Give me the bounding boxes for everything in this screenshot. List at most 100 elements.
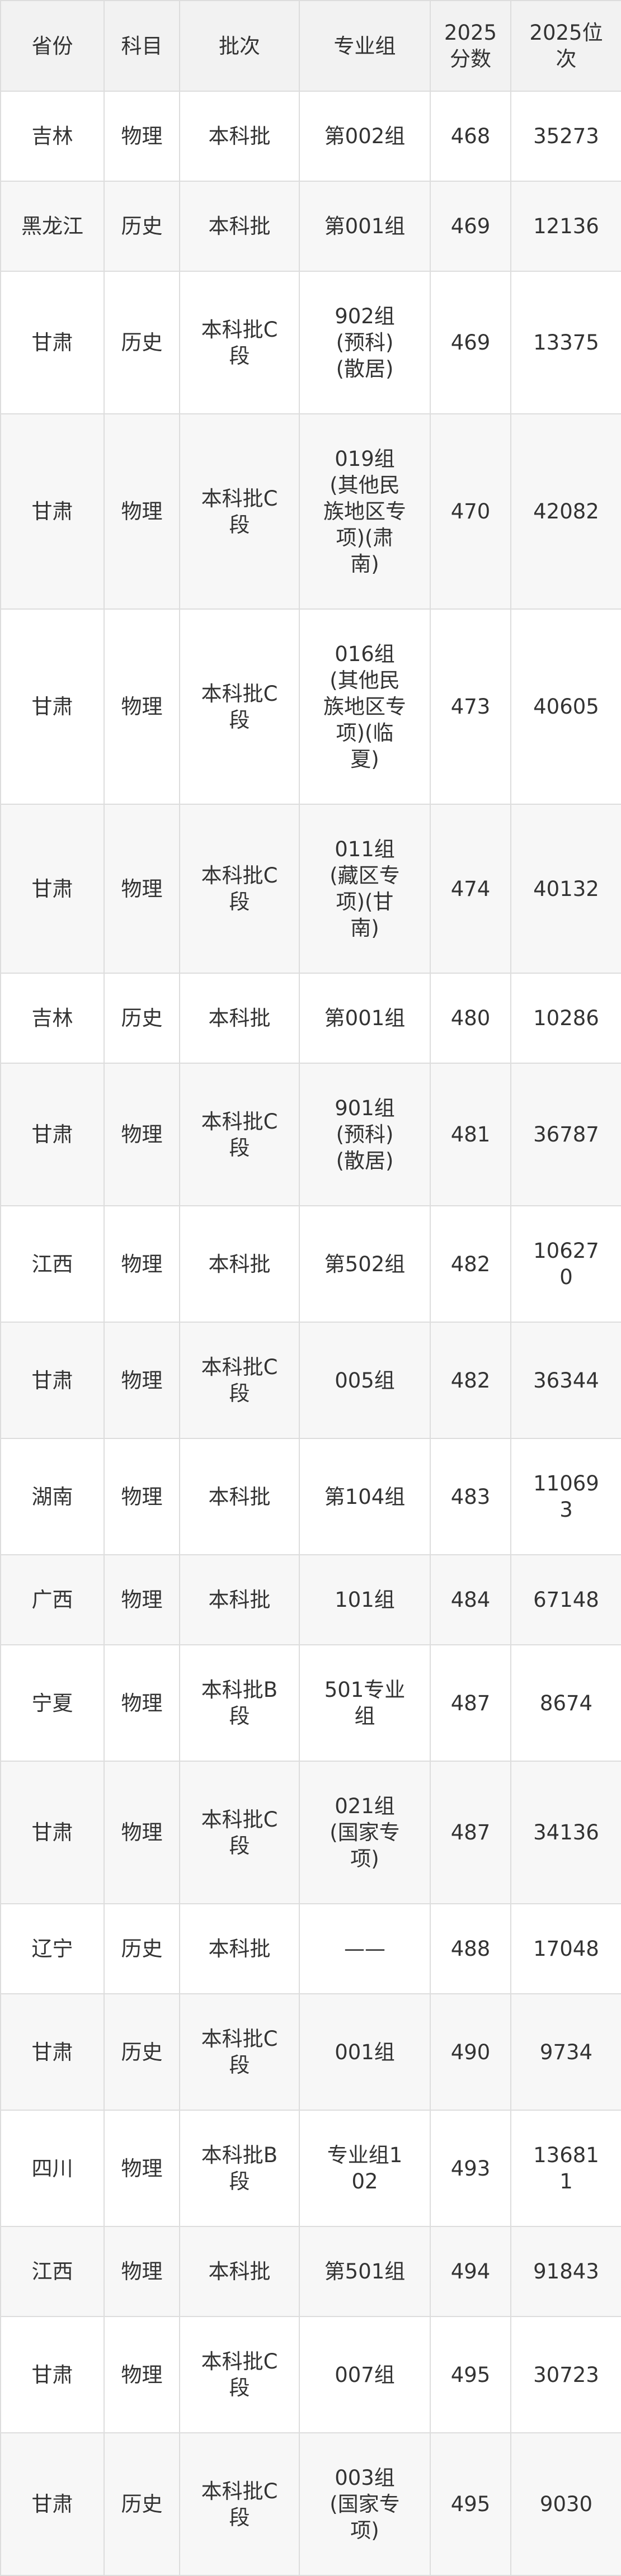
table-cell: 四川: [0, 2110, 105, 2227]
table-cell: 本科批C段: [179, 1761, 300, 1904]
table-cell: 12136: [510, 181, 621, 272]
table-cell: 甘肃: [0, 2316, 105, 2433]
table-row: 吉林 历史 本科批 第001组 480 10286: [0, 973, 621, 1064]
table-cell: 吉林: [0, 91, 105, 182]
table-cell: 902组(预科)(散居): [299, 271, 431, 414]
table-row: 四川 物理 本科批B段 专业组102 493 136811: [0, 2110, 621, 2227]
table-cell: 本科批C段: [179, 1993, 300, 2111]
table-row: 甘肃 历史 本科批C段 902组(预科)(散居) 469 13375: [0, 271, 621, 414]
table-cell: 901组(预科)(散居): [299, 1063, 431, 1206]
table-cell: 吉林: [0, 973, 105, 1064]
table-cell: 历史: [103, 271, 180, 414]
table-cell: 487: [430, 1644, 511, 1762]
table-cell: 甘肃: [0, 2432, 105, 2576]
table-cell: 宁夏: [0, 1644, 105, 1762]
table-cell: 469: [430, 271, 511, 414]
table-cell: 本科批C段: [179, 413, 300, 610]
table-body: 吉林 物理 本科批 第002组 468 35273 黑龙江 历史 本科批 第001组 469 1213…: [0, 91, 621, 2576]
table-cell: 第001组: [299, 973, 431, 1064]
table-cell: 17048: [510, 1903, 621, 1994]
table-cell: 30723: [510, 2316, 621, 2433]
table-cell: 黑龙江: [0, 181, 105, 272]
table-cell: 本科批C段: [179, 2432, 300, 2576]
table-cell: 甘肃: [0, 804, 105, 974]
table-cell: 40132: [510, 804, 621, 974]
table-cell: 91843: [510, 2226, 621, 2317]
table-cell: 本科批C段: [179, 1063, 300, 1206]
table-cell: 36787: [510, 1063, 621, 1206]
table-cell: 湖南: [0, 1438, 105, 1555]
table-cell: 本科批C段: [179, 1322, 300, 1439]
table-cell: 490: [430, 1993, 511, 2111]
table-cell: 甘肃: [0, 1322, 105, 1439]
table-cell: 历史: [103, 1903, 180, 1994]
table-cell: 物理: [103, 91, 180, 182]
table-cell: 001组: [299, 1993, 431, 2111]
table-cell: 本科批: [179, 181, 300, 272]
table-cell: 494: [430, 2226, 511, 2317]
table-row: 甘肃 历史 本科批C段 003组(国家专项) 495 9030: [0, 2432, 621, 2576]
table-row: 甘肃 物理 本科批C段 007组 495 30723: [0, 2316, 621, 2433]
table-cell: 482: [430, 1205, 511, 1323]
table-cell: 003组(国家专项): [299, 2432, 431, 2576]
table-cell: 42082: [510, 413, 621, 610]
table-cell: 483: [430, 1438, 511, 1555]
table-row: 甘肃 历史 本科批C段 001组 490 9734: [0, 1993, 621, 2111]
header-cell: 2025分数: [430, 0, 511, 92]
table-cell: 005组: [299, 1322, 431, 1439]
table-cell: 481: [430, 1063, 511, 1206]
table-cell: 辽宁: [0, 1903, 105, 1994]
table-row: 黑龙江 历史 本科批 第001组 469 12136: [0, 181, 621, 272]
table-cell: 本科批: [179, 1903, 300, 1994]
table-row: 甘肃 物理 本科批C段 005组 482 36344: [0, 1322, 621, 1439]
table-header: 省份 科目 批次 专业组 2025分数 2025位次: [0, 0, 621, 92]
table-cell: 本科批B段: [179, 1644, 300, 1762]
table-cell: 甘肃: [0, 413, 105, 610]
table-cell: 10286: [510, 973, 621, 1064]
table-cell: 甘肃: [0, 1993, 105, 2111]
table-cell: 13375: [510, 271, 621, 414]
table-cell: 本科批C段: [179, 2316, 300, 2433]
table-cell: 470: [430, 413, 511, 610]
table-cell: 493: [430, 2110, 511, 2227]
table-cell: ——: [299, 1903, 431, 1994]
table-cell: 495: [430, 2432, 511, 2576]
table-cell: 历史: [103, 181, 180, 272]
table-cell: 487: [430, 1761, 511, 1904]
header-cell: 2025位次: [510, 0, 621, 92]
table-row: 甘肃 物理 本科批C段 901组(预科)(散居) 481 36787: [0, 1063, 621, 1206]
table-cell: 136811: [510, 2110, 621, 2227]
table-cell: 物理: [103, 1322, 180, 1439]
table-cell: 本科批: [179, 1205, 300, 1323]
table-cell: 8674: [510, 1644, 621, 1762]
table-cell: 40605: [510, 608, 621, 805]
table-cell: 历史: [103, 2432, 180, 2576]
table-cell: 物理: [103, 2226, 180, 2317]
table-cell: 021组(国家专项): [299, 1761, 431, 1904]
table-cell: 468: [430, 91, 511, 182]
table-cell: 110693: [510, 1438, 621, 1555]
table-cell: 物理: [103, 2110, 180, 2227]
table-cell: 物理: [103, 413, 180, 610]
table-cell: 34136: [510, 1761, 621, 1904]
table-cell: 480: [430, 973, 511, 1064]
table-cell: 物理: [103, 1554, 180, 1645]
table-cell: 484: [430, 1554, 511, 1645]
table-cell: 106270: [510, 1205, 621, 1323]
table-cell: 甘肃: [0, 608, 105, 805]
table-cell: 广西: [0, 1554, 105, 1645]
table-row: 湖南 物理 本科批 第104组 483 110693: [0, 1438, 621, 1555]
table-cell: 016组(其他民族地区专项)(临夏): [299, 608, 431, 805]
table-cell: 469: [430, 181, 511, 272]
table-cell: 本科批C段: [179, 608, 300, 805]
table-cell: 物理: [103, 1761, 180, 1904]
table-row: 江西 物理 本科批 第501组 494 91843: [0, 2226, 621, 2317]
table-cell: 第001组: [299, 181, 431, 272]
table-cell: 物理: [103, 1644, 180, 1762]
table-cell: 第104组: [299, 1438, 431, 1555]
table-row: 甘肃 物理 本科批C段 019组(其他民族地区专项)(肃南) 470 42082: [0, 413, 621, 610]
table-cell: 36344: [510, 1322, 621, 1439]
table-cell: 9734: [510, 1993, 621, 2111]
table-cell: 本科批C段: [179, 804, 300, 974]
